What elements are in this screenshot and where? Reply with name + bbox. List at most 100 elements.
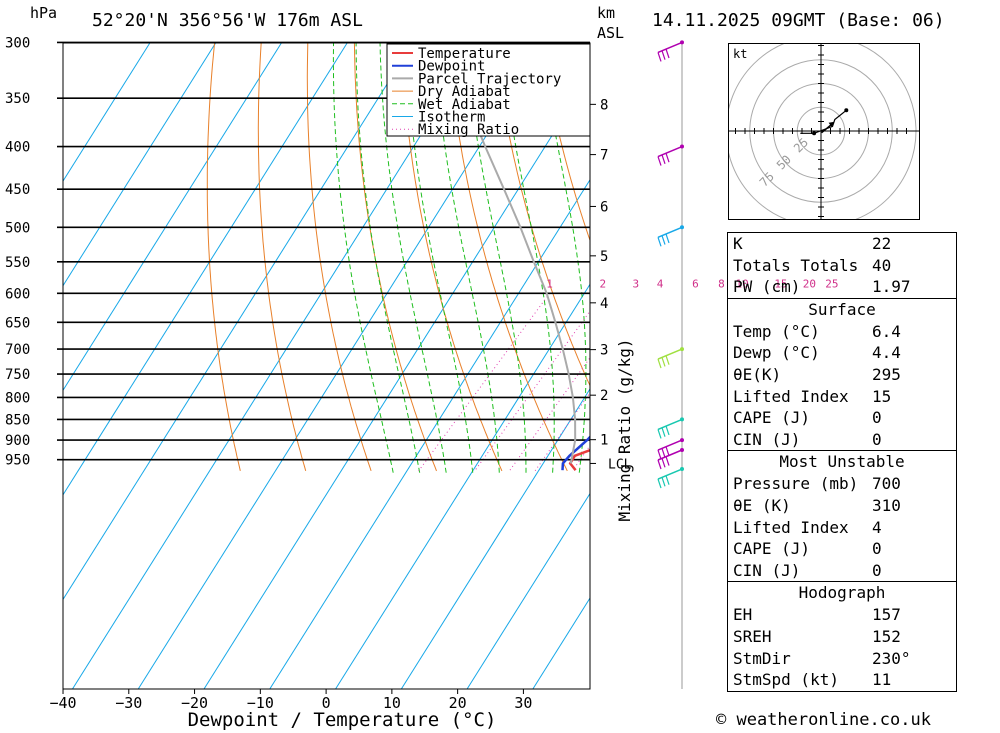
isotherm-line bbox=[335, 283, 590, 689]
units-label: hPa bbox=[30, 4, 58, 22]
x-tick-label: −30 bbox=[115, 694, 142, 712]
isotherm-line bbox=[400, 387, 590, 689]
isotherm-line bbox=[203, 74, 590, 689]
hodograph-trace bbox=[800, 109, 847, 134]
mixing-ratio-label: 1 bbox=[546, 277, 553, 290]
pressure-tick-label: 900 bbox=[5, 433, 30, 449]
pressure-tick-label: 700 bbox=[5, 342, 30, 358]
surface-dewp-label: Dewp (°C) bbox=[733, 343, 820, 363]
legend-label: Isotherm bbox=[418, 110, 485, 126]
wind-barb bbox=[657, 438, 684, 460]
mu-pressure-value: 700 bbox=[872, 474, 901, 494]
pw-label: PW (cm) bbox=[733, 277, 801, 297]
wet-adiabat-line bbox=[405, 43, 474, 473]
surface-cin-value: 0 bbox=[872, 429, 882, 449]
surface-title: Surface bbox=[728, 297, 956, 321]
km-tick-label: 8 bbox=[600, 97, 608, 113]
surface-cape-label: CAPE (J) bbox=[733, 408, 811, 428]
datetime-title: 14.11.2025 09GMT (Base: 06) bbox=[652, 10, 945, 31]
isotherm-line bbox=[72, 43, 480, 689]
legend-label: Mixing Ratio bbox=[418, 122, 519, 138]
pressure-tick-label: 400 bbox=[5, 140, 30, 156]
wind-barb bbox=[657, 467, 684, 489]
dewpoint-profile bbox=[561, 435, 590, 471]
k-index-label: K bbox=[733, 234, 743, 253]
x-tick-label: 10 bbox=[383, 694, 401, 712]
parcel-trajectory-profile bbox=[444, 43, 577, 464]
surface-theta-value: 295 bbox=[872, 364, 901, 384]
indices-table: K 22 Totals Totals 40 PW (cm) 1.97 Surface … bbox=[727, 232, 957, 692]
k-index-value: 22 bbox=[872, 234, 892, 253]
pressure-tick-label: 500 bbox=[5, 220, 30, 236]
surface-li-value: 15 bbox=[872, 386, 892, 406]
surface-temp-value: 6.4 bbox=[872, 321, 901, 341]
mixing-ratio-label: 15 bbox=[774, 277, 787, 290]
mixing-ratio-label: 6 bbox=[692, 277, 699, 290]
legend-label: Dewpoint bbox=[418, 59, 485, 75]
pressure-tick-label: 750 bbox=[5, 367, 30, 383]
wind-barb bbox=[657, 225, 684, 247]
sreh-label: SREH bbox=[733, 626, 772, 646]
dry-adiabat-line bbox=[257, 43, 307, 472]
eh-label: EH bbox=[733, 605, 753, 625]
mixing-ratio-label: 2 bbox=[600, 277, 607, 290]
location-title: 52°20'N 356°56'W 176m ASL bbox=[92, 10, 363, 31]
isotherm-line bbox=[269, 178, 590, 689]
surface-dewp-value: 4.4 bbox=[872, 343, 901, 363]
wet-adiabat-line bbox=[499, 43, 555, 473]
hodograph-ring-label: 50 bbox=[774, 152, 794, 172]
surface-temp-label: Temp (°C) bbox=[733, 321, 820, 341]
km-tick-label: 5 bbox=[600, 249, 608, 265]
x-tick-label: −40 bbox=[49, 694, 76, 712]
dry-adiabat-line bbox=[540, 43, 590, 242]
totals-totals-value: 40 bbox=[872, 255, 892, 275]
hodograph-ring-label: 25 bbox=[791, 135, 811, 155]
mixing-ratio-axis-label: Mixing Ratio (g/kg) bbox=[615, 338, 634, 521]
mu-li-value: 4 bbox=[872, 517, 882, 537]
dry-adiabat-line bbox=[400, 43, 503, 472]
storm-motion-arrowhead bbox=[828, 121, 835, 127]
isotherm-line bbox=[63, 43, 348, 496]
surface-cin-label: CIN (J) bbox=[733, 429, 801, 449]
pressure-tick-label: 450 bbox=[5, 182, 30, 198]
stmdir-value: 230° bbox=[872, 648, 911, 668]
isotherm-line bbox=[466, 492, 590, 689]
km-tick-label: 1 bbox=[600, 433, 608, 449]
pressure-tick-label: 950 bbox=[5, 453, 30, 469]
wet-adiabat-line bbox=[633, 42, 664, 472]
wind-barb bbox=[657, 40, 684, 62]
mu-cape-label: CAPE (J) bbox=[733, 539, 811, 559]
pressure-tick-label: 300 bbox=[5, 35, 30, 51]
mu-cape-value: 0 bbox=[872, 539, 882, 559]
mu-theta-value: 310 bbox=[872, 495, 901, 515]
pressure-tick-label: 600 bbox=[5, 286, 30, 302]
legend-label: Dry Adiabat bbox=[418, 84, 511, 100]
mixing-ratio-label: 3 bbox=[632, 277, 639, 290]
mu-theta-label: θE (K) bbox=[733, 495, 791, 515]
totals-totals-label: Totals Totals bbox=[733, 255, 859, 275]
wind-barb bbox=[657, 447, 684, 470]
wind-barb bbox=[657, 144, 684, 166]
surface-li-label: Lifted Index bbox=[733, 386, 849, 406]
mixing-ratio-label: 10 bbox=[736, 277, 749, 290]
km-tick-label: 6 bbox=[600, 199, 608, 215]
km-label: km bbox=[597, 4, 616, 22]
wind-barb bbox=[657, 417, 684, 439]
mu-cin-label: CIN (J) bbox=[733, 560, 801, 580]
km-tick-label: 2 bbox=[600, 388, 608, 404]
x-axis-label: Dewpoint / Temperature (°C) bbox=[188, 709, 497, 731]
pressure-tick-label: 650 bbox=[5, 315, 30, 331]
isotherm-line bbox=[63, 43, 414, 601]
mixing-ratio-line bbox=[418, 293, 550, 472]
pressure-tick-label: 350 bbox=[5, 91, 30, 107]
dry-adiabat-line bbox=[306, 43, 372, 472]
km-tick-label: 7 bbox=[600, 148, 608, 164]
copyright[interactable]: © weatheronline.co.uk bbox=[716, 710, 931, 730]
stmdir-label: StmDir bbox=[733, 648, 791, 668]
hodograph-table-title: Hodograph bbox=[728, 581, 956, 604]
hodograph-point bbox=[812, 131, 817, 136]
hodograph-point bbox=[844, 108, 849, 113]
mixing-ratio-label: 20 bbox=[803, 277, 816, 290]
legend-label: Temperature bbox=[418, 46, 511, 62]
